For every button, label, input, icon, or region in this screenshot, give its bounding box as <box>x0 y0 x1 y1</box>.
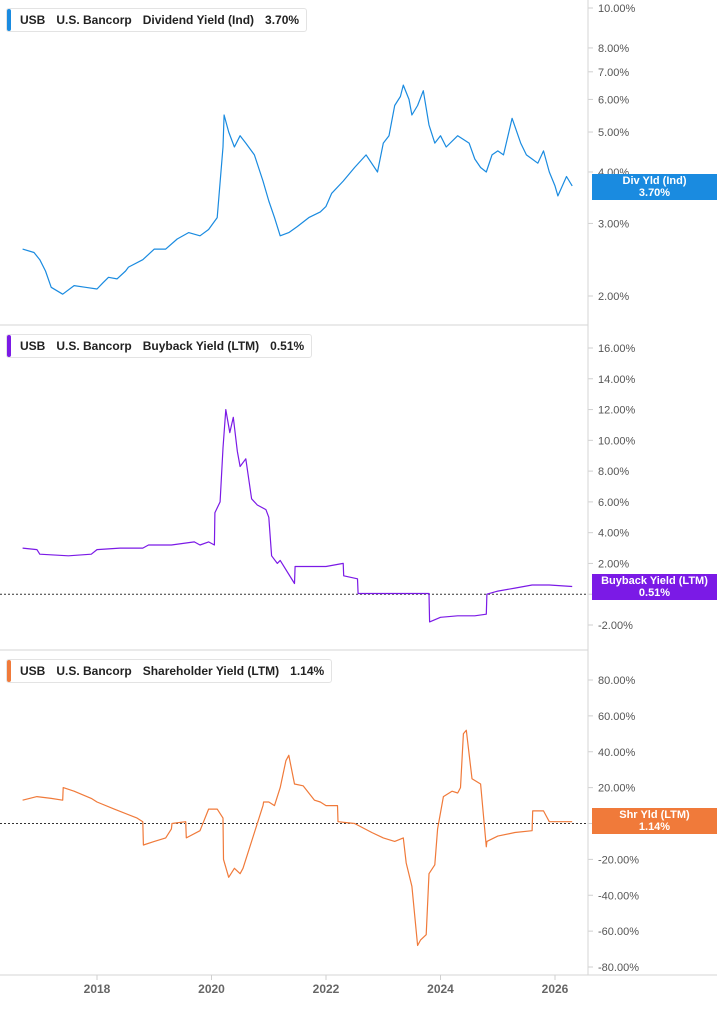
legend-company: U.S. Bancorp <box>56 13 132 27</box>
y-tick-label: -40.00% <box>598 890 639 902</box>
series-line-buyback <box>22 409 573 623</box>
legend-series-name: Buyback Yield (LTM) <box>142 339 260 353</box>
y-tick-label: 14.00% <box>598 374 636 386</box>
badge-label: Div Yld (Ind) <box>622 175 687 187</box>
x-tick-label: 2024 <box>427 982 454 996</box>
y-tick-label: 4.00% <box>598 528 629 540</box>
y-tick-label: 10.00% <box>598 3 636 15</box>
y-tick-label: 5.00% <box>598 127 629 139</box>
legend-swatch-buyback <box>7 335 11 357</box>
y-tick-label: 40.00% <box>598 747 636 759</box>
y-tick-label: 8.00% <box>598 43 629 55</box>
badge-label: Shr Yld (LTM) <box>619 809 690 821</box>
y-tick-label: -80.00% <box>598 962 639 974</box>
y-tick-label: 2.00% <box>598 558 629 570</box>
y-tick-label: 8.00% <box>598 466 629 478</box>
legend-ticker: USB <box>20 339 46 353</box>
legend-company: U.S. Bancorp <box>56 339 132 353</box>
y-tick-label: 3.00% <box>598 218 629 230</box>
last-value-badge-buyback: Buyback Yield (LTM) 0.51% <box>592 574 717 600</box>
legend-series-name: Dividend Yield (Ind) <box>142 13 255 27</box>
legend-shareholder-yield[interactable]: USB U.S. Bancorp Shareholder Yield (LTM)… <box>6 659 333 683</box>
last-value-badge-dividend: Div Yld (Ind) 3.70% <box>592 174 717 200</box>
series-line-dividend <box>22 84 573 295</box>
y-tick-label: -60.00% <box>598 926 639 938</box>
series-line-shareholder <box>22 729 573 947</box>
x-tick-label: 2026 <box>542 982 569 996</box>
last-value-badge-shareholder: Shr Yld (LTM) 1.14% <box>592 808 717 834</box>
y-tick-label: -2.00% <box>598 620 633 632</box>
legend-series-value: 0.51% <box>270 339 305 353</box>
x-tick-label: 2018 <box>84 982 111 996</box>
y-tick-label: 60.00% <box>598 711 636 723</box>
legend-swatch-dividend <box>7 9 11 31</box>
legend-series-value: 1.14% <box>290 664 325 678</box>
badge-value: 1.14% <box>638 821 671 833</box>
y-tick-label: 10.00% <box>598 435 636 447</box>
legend-company: U.S. Bancorp <box>56 664 132 678</box>
y-tick-label: 20.00% <box>598 783 636 795</box>
legend-series-value: 3.70% <box>265 13 300 27</box>
y-tick-label: 2.00% <box>598 291 629 303</box>
y-tick-label: -20.00% <box>598 854 639 866</box>
y-tick-label: 6.00% <box>598 497 629 509</box>
badge-value: 3.70% <box>638 187 671 199</box>
y-tick-label: 16.00% <box>598 343 636 355</box>
badge-label: Buyback Yield (LTM) <box>601 575 708 587</box>
legend-swatch-shareholder <box>7 660 11 682</box>
y-tick-label: 12.00% <box>598 405 636 417</box>
y-tick-label: 6.00% <box>598 94 629 106</box>
legend-ticker: USB <box>20 664 46 678</box>
y-tick-label: 80.00% <box>598 675 636 687</box>
badge-value: 0.51% <box>638 587 671 599</box>
legend-series-name: Shareholder Yield (LTM) <box>142 664 280 678</box>
y-tick-label: 7.00% <box>598 67 629 79</box>
x-tick-label: 2022 <box>313 982 340 996</box>
legend-dividend-yield[interactable]: USB U.S. Bancorp Dividend Yield (Ind) 3.… <box>6 8 308 32</box>
x-tick-label: 2020 <box>198 982 225 996</box>
legend-buyback-yield[interactable]: USB U.S. Bancorp Buyback Yield (LTM) 0.5… <box>6 334 313 358</box>
legend-ticker: USB <box>20 13 46 27</box>
